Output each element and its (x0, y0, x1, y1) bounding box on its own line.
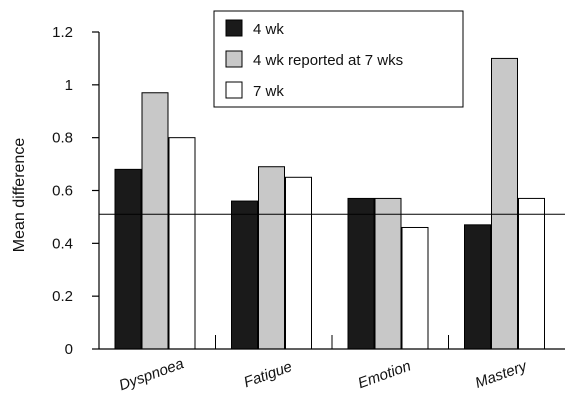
bar-emotion-series-3 (401, 226, 429, 350)
y-tick-label: 1.2 (52, 24, 73, 41)
legend-swatch-1 (225, 19, 243, 37)
x-tick-label-emotion: Emotion (356, 357, 414, 392)
y-tick-label: 0.4 (52, 235, 73, 252)
x-tick-label-dyspnoea: Dyspnoea (117, 355, 186, 394)
legend-swatch-2 (225, 50, 243, 68)
x-tick-label-mastery: Mastery (473, 357, 530, 392)
bar-fatigue-series-3 (285, 176, 312, 350)
bar-fatigue-series-2 (258, 166, 285, 350)
legend-label-1: 4 wk (253, 21, 284, 38)
y-tick-label: 1 (65, 77, 73, 94)
bar-emotion-series-2 (374, 197, 402, 350)
bar-mastery-series-2 (491, 57, 518, 350)
bar-dyspnoea-series-1 (114, 168, 142, 350)
y-tick-label: 0.6 (52, 183, 73, 200)
bar-emotion-series-1 (347, 197, 375, 350)
y-tick-label: 0 (65, 341, 73, 358)
bar-mastery-series-1 (464, 224, 491, 350)
y-tick-label: 0.2 (52, 288, 73, 305)
y-axis: 0 0.2 0.4 0.6 0.8 1 1.2 (52, 24, 100, 358)
x-tick-label-fatigue: Fatigue (242, 358, 295, 391)
legend-label-2: 4 wk reported at 7 wks (253, 52, 403, 69)
bar-series-group (114, 57, 545, 350)
y-tick-label: 0.8 (52, 130, 73, 147)
legend-box (213, 10, 464, 108)
bar-mastery-series-3 (518, 197, 545, 350)
bar-dyspnoea-series-2 (141, 92, 169, 350)
bar-fatigue-series-1 (231, 200, 258, 350)
legend: 4 wk 4 wk reported at 7 wks 7 wk (213, 10, 464, 108)
y-axis-label: Mean difference (11, 138, 28, 253)
bar-dyspnoea-series-3 (168, 137, 196, 350)
legend-label-3: 7 wk (253, 83, 284, 100)
legend-swatch-3 (225, 81, 243, 99)
